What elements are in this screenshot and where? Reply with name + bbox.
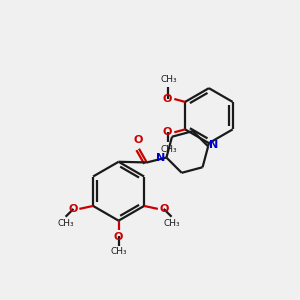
Text: CH₃: CH₃ [163, 219, 180, 228]
Text: O: O [114, 232, 123, 242]
Text: O: O [68, 204, 77, 214]
Text: N: N [209, 140, 218, 150]
Text: O: O [163, 94, 172, 104]
Text: CH₃: CH₃ [110, 247, 127, 256]
Text: O: O [160, 204, 169, 214]
Text: O: O [163, 127, 172, 137]
Text: CH₃: CH₃ [160, 75, 177, 84]
Text: N: N [156, 153, 166, 163]
Text: CH₃: CH₃ [57, 219, 74, 228]
Text: O: O [133, 135, 143, 145]
Text: CH₃: CH₃ [160, 145, 177, 154]
